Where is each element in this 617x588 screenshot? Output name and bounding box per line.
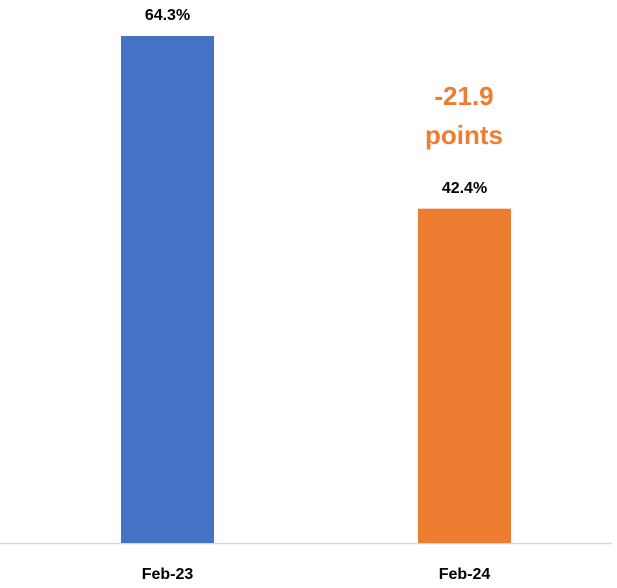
x-tick-label: Feb-24 — [439, 566, 491, 583]
annotation: points — [425, 120, 503, 150]
annotation: -21.9 — [434, 81, 493, 111]
bar — [418, 208, 511, 543]
bar — [121, 36, 214, 543]
value-label: 64.3% — [145, 7, 190, 24]
value-label: 42.4% — [442, 180, 487, 197]
x-tick-label: Feb-23 — [142, 566, 194, 583]
